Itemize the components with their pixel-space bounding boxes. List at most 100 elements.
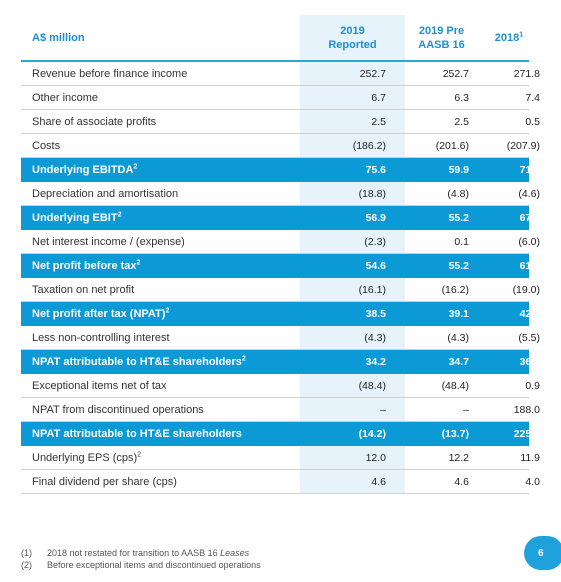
table-row-highlight: Underlying EBITDA2 75.6 59.9 71.8 xyxy=(21,158,540,182)
row-label-text: Taxation on net profit xyxy=(32,283,135,296)
value-2019-pre-aasb16: 6.3 xyxy=(454,91,469,104)
value-2019-pre-aasb16: 34.7 xyxy=(448,356,469,368)
value-2019-pre-aasb16: 59.9 xyxy=(448,164,469,176)
value-2018: 0.9 xyxy=(525,379,540,392)
value-2019-reported: 54.6 xyxy=(300,254,405,278)
value-2019-reported: – xyxy=(300,398,405,421)
value-2019-pre-aasb16: – xyxy=(463,403,469,416)
row-label: Underlying EPS (cps)2 xyxy=(21,450,300,464)
table-row-highlight: Net profit before tax2 54.6 55.2 61.2 xyxy=(21,254,540,278)
row-label: Taxation on net profit xyxy=(21,284,300,296)
header-2019-reported: 2019 Reported xyxy=(300,15,405,60)
footnote-text-italic: Leases xyxy=(220,548,250,558)
row-label-text: Final dividend per share (cps) xyxy=(32,475,177,488)
table-row: NPAT from discontinued operations – – 188.0 xyxy=(21,398,540,422)
header-label: A$ million xyxy=(32,31,85,44)
value-2019-reported: 56.9 xyxy=(300,206,405,230)
row-label-text: Net profit after tax (NPAT) xyxy=(32,308,166,320)
row-label: NPAT attributable to HT&E shareholders xyxy=(21,428,300,440)
table-header: A$ million 2019 Reported 2019 Pre AASB 1… xyxy=(21,15,529,62)
row-label: Net interest income / (expense) xyxy=(21,236,300,248)
value-2019-reported: (186.2) xyxy=(300,134,405,157)
header-2019-pre-aasb16: 2019 Pre AASB 16 xyxy=(405,24,478,52)
row-footnote-ref: 2 xyxy=(137,450,142,458)
table-row: Exceptional items net of tax (48.4) (48.4)… xyxy=(21,374,540,398)
table-row: Less non-controlling interest (4.3) (4.3) (… xyxy=(21,326,540,350)
row-label: Revenue before finance income xyxy=(21,68,300,80)
row-label-text: Exceptional items net of tax xyxy=(32,379,167,392)
row-footnote-ref: 2 xyxy=(133,163,138,171)
table-row-highlight: NPAT attributable to HT&E shareholders (1… xyxy=(21,422,540,446)
footnote-number: (1) xyxy=(21,548,32,558)
row-footnote-ref: 2 xyxy=(136,259,141,267)
value-2018: 271.8 xyxy=(513,67,540,80)
value-2019-reported: (2.3) xyxy=(300,230,405,253)
table-row: Share of associate profits 2.5 2.5 0.5 xyxy=(21,110,540,134)
row-label: Exceptional items net of tax xyxy=(21,380,300,392)
value-2018: 67.2 xyxy=(519,212,540,224)
row-label-text: Depreciation and amortisation xyxy=(32,187,179,200)
value-2019-pre-aasb16: 0.1 xyxy=(454,235,469,248)
footnotes: (1) 2018 not restated for transition to … xyxy=(21,547,261,571)
table-row-highlight: Net profit after tax (NPAT)2 38.5 39.1 42.2 xyxy=(21,302,540,326)
value-2019-pre-aasb16: (13.7) xyxy=(441,428,469,440)
value-2018: 36.7 xyxy=(519,356,540,368)
value-2019-pre-aasb16: 252.7 xyxy=(442,67,469,80)
table-body: Revenue before finance income 252.7 252.7 2… xyxy=(21,62,540,494)
row-label: Underlying EBITDA2 xyxy=(21,163,300,176)
footnote-text-main: 2018 not restated for transition to AASB… xyxy=(47,548,221,558)
value-2019-pre-aasb16: (48.4) xyxy=(441,379,469,392)
header-col3-text: 2018 xyxy=(494,31,520,44)
row-label-text: Costs xyxy=(32,139,61,152)
row-footnote-ref: 2 xyxy=(117,211,122,219)
value-2019-pre-aasb16: (4.8) xyxy=(447,187,469,200)
value-2019-reported: 2.5 xyxy=(300,110,405,133)
table-row: Revenue before finance income 252.7 252.7 2… xyxy=(21,62,540,86)
value-2019-reported: 12.0 xyxy=(300,446,405,469)
footnote-2: (2) Before exceptional items and discont… xyxy=(21,559,261,571)
row-label-text: Net interest income / (expense) xyxy=(32,235,185,248)
footnote-number: (2) xyxy=(21,560,32,570)
value-2019-pre-aasb16: (4.3) xyxy=(447,331,469,344)
value-2018: 61.2 xyxy=(519,260,540,272)
row-label-text: Share of associate profits xyxy=(32,115,157,128)
value-2019-pre-aasb16: 39.1 xyxy=(448,308,469,320)
table-row: Underlying EPS (cps)2 12.0 12.2 11.9 xyxy=(21,446,540,470)
value-2019-reported: 38.5 xyxy=(300,302,405,326)
row-label: Underlying EBIT2 xyxy=(21,211,300,224)
value-2018: (5.5) xyxy=(518,331,540,344)
header-col1-line1: 2019 xyxy=(340,24,365,37)
header-2018: 20181 xyxy=(478,31,540,45)
table-row: Other income 6.7 6.3 7.4 xyxy=(21,86,540,110)
value-2019-reported: 252.7 xyxy=(300,62,405,85)
value-2019-reported: 75.6 xyxy=(300,158,405,182)
footnote-text: Before exceptional items and discontinue… xyxy=(47,560,261,570)
value-2019-pre-aasb16: 12.2 xyxy=(448,451,469,464)
row-label-text: Underlying EBIT xyxy=(32,212,118,224)
row-footnote-ref: 2 xyxy=(241,355,246,363)
row-label-text: NPAT from discontinued operations xyxy=(32,403,204,416)
row-label: Share of associate profits xyxy=(21,116,300,128)
row-label: NPAT attributable to HT&E shareholders2 xyxy=(21,355,300,368)
value-2018: 11.9 xyxy=(520,451,540,464)
value-2018: (6.0) xyxy=(518,235,540,248)
value-2019-pre-aasb16: 55.2 xyxy=(448,212,469,224)
value-2019-reported: (18.8) xyxy=(300,182,405,205)
value-2018: 7.4 xyxy=(525,91,540,104)
row-footnote-ref: 2 xyxy=(165,307,170,315)
table-row: Depreciation and amortisation (18.8) (4.8)… xyxy=(21,182,540,206)
row-label: Final dividend per share (cps) xyxy=(21,476,300,488)
value-2019-reported: (4.3) xyxy=(300,326,405,349)
table-row: Costs (186.2) (201.6) (207.9) xyxy=(21,134,540,158)
row-label: NPAT from discontinued operations xyxy=(21,404,300,416)
footnote-1: (1) 2018 not restated for transition to … xyxy=(21,547,261,559)
row-label: Net profit after tax (NPAT)2 xyxy=(21,307,300,320)
value-2019-reported: (16.1) xyxy=(300,278,405,301)
value-2018: (207.9) xyxy=(506,139,540,152)
value-2019-pre-aasb16: (16.2) xyxy=(441,283,469,296)
value-2018: (4.6) xyxy=(518,187,540,200)
value-2019-pre-aasb16: 4.6 xyxy=(454,475,469,488)
table-row: Final dividend per share (cps) 4.6 4.6 4.0 xyxy=(21,470,540,494)
value-2019-reported: (48.4) xyxy=(300,374,405,397)
row-label: Costs xyxy=(21,140,300,152)
